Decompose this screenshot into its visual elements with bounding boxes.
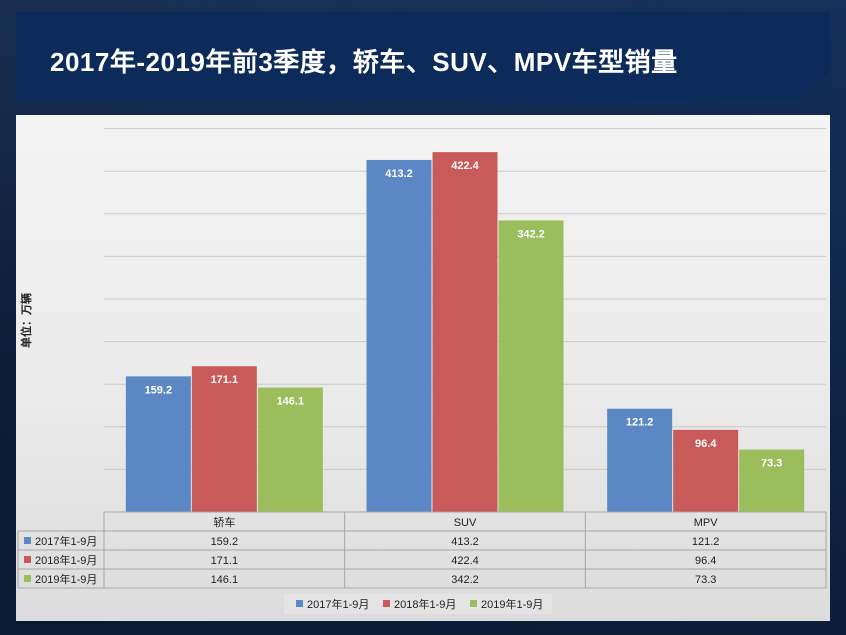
title-band (16, 12, 830, 102)
series-label: 2019年1-9月 (35, 572, 97, 586)
table-cell: 342.2 (451, 574, 479, 586)
data-label: 422.4 (451, 160, 479, 172)
table-cell: 96.4 (695, 555, 716, 567)
table-cell: 73.3 (695, 574, 716, 586)
data-label: 342.2 (517, 228, 545, 240)
bar (257, 387, 323, 512)
legend-label: 2019年1-9月 (481, 597, 543, 611)
category-label: MPV (694, 517, 719, 529)
series-label: 2017年1-9月 (35, 534, 97, 548)
bar (125, 376, 191, 512)
legend-label: 2018年1-9月 (394, 597, 456, 611)
bar (673, 429, 739, 512)
category-label: 轿车 (213, 515, 235, 529)
data-label: 121.2 (626, 417, 654, 429)
data-label: 96.4 (695, 438, 717, 450)
data-label: 171.1 (211, 374, 239, 386)
bar (498, 220, 564, 512)
legend-swatch (24, 575, 31, 582)
legend-swatch (296, 600, 303, 607)
legend-swatch (24, 556, 31, 563)
data-label: 146.1 (277, 396, 305, 408)
bar (739, 449, 805, 512)
table-cell: 159.2 (211, 536, 239, 548)
slide-title: 2017年-2019年前3季度，轿车、SUV、MPV车型销量 (50, 47, 678, 77)
series-label: 2018年1-9月 (35, 553, 97, 567)
category-label: SUV (454, 517, 477, 529)
legend-box (284, 594, 552, 614)
bar (432, 152, 498, 512)
legend-swatch (24, 537, 31, 544)
data-label: 73.3 (761, 458, 782, 470)
data-label: 413.2 (385, 168, 413, 180)
table-cell: 121.2 (692, 536, 720, 548)
table-cell: 171.1 (211, 555, 239, 567)
table-cell: 422.4 (451, 555, 479, 567)
legend-label: 2017年1-9月 (307, 597, 369, 611)
bar (607, 408, 673, 512)
table-cell: 146.1 (211, 574, 239, 586)
legend-swatch (383, 600, 390, 607)
legend-swatch (470, 600, 477, 607)
bar (191, 366, 257, 512)
table-cell: 413.2 (451, 536, 479, 548)
bar (366, 159, 432, 512)
data-label: 159.2 (145, 384, 173, 396)
